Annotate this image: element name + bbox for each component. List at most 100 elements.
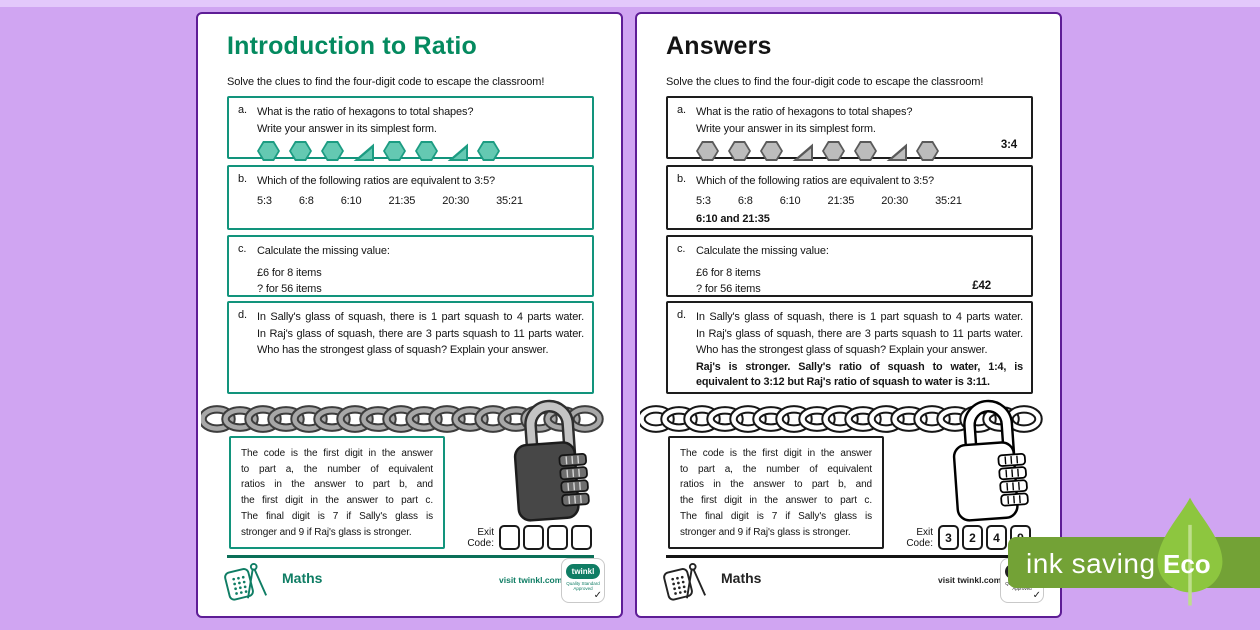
footer-subject-label: Maths xyxy=(282,570,323,586)
visit-twinkl-link[interactable]: visit twinkl.com xyxy=(938,575,1002,585)
code-instructions-box: The code is the first digit in the answe… xyxy=(229,436,445,549)
question-letter-d: d. xyxy=(238,309,247,321)
ratio-options: 5:3 6:8 6:10 21:35 20:30 35:21 xyxy=(696,192,1021,210)
question-letter-b: b. xyxy=(238,173,247,185)
hexagon-shape xyxy=(760,141,783,161)
hexagon-shape xyxy=(415,141,438,161)
ratio-option: 6:8 xyxy=(298,194,314,207)
code-instruction-line: The final digit is 7 if Sally's glass is xyxy=(241,510,433,522)
worksheet-page: Introduction to Ratio Solve the clues to… xyxy=(196,12,623,618)
question-c-line2: ? for 56 items xyxy=(696,283,761,295)
shapes-row xyxy=(696,141,1021,161)
question-letter-b: b. xyxy=(677,173,686,185)
code-instruction-line: the first digit in the answer to part c. xyxy=(680,495,872,507)
question-c-line1: £6 for 8 items xyxy=(257,266,322,279)
ink-saving-label: ink saving xyxy=(1026,548,1156,579)
page-subtitle: Solve the clues to find the four-digit c… xyxy=(666,76,984,88)
question-d-line3: Who has the strongest glass of squash? E… xyxy=(696,344,988,356)
visit-twinkl-link[interactable]: visit twinkl.com xyxy=(499,575,563,585)
code-instruction-line: stronger and 9 if Raj's glass is stronge… xyxy=(680,526,851,538)
code-instruction-line: The code is the first digit in the answe… xyxy=(241,448,433,459)
ratio-option: 35:21 xyxy=(935,194,962,207)
question-box-d: d. In Sally's glass of squash, there is … xyxy=(227,301,594,394)
exit-code-box-1[interactable] xyxy=(499,525,520,550)
twinkl-logo-badge: twinkl Quality Standard Approved ✓ xyxy=(561,558,605,603)
hexagon-shape xyxy=(916,141,939,161)
triangle-shape xyxy=(886,143,907,161)
check-icon: ✓ xyxy=(593,590,602,601)
twinkl-logo-subtext: Quality Standard Approved xyxy=(566,581,600,591)
page-subtitle: Solve the clues to find the four-digit c… xyxy=(227,76,545,88)
exit-code-box-2[interactable] xyxy=(523,525,544,550)
ratio-option: 5:3 xyxy=(257,194,272,207)
hexagon-shape xyxy=(728,141,751,161)
answers-page: Answers Solve the clues to find the four… xyxy=(635,12,1062,618)
check-icon: ✓ xyxy=(1032,590,1041,601)
exit-code-digit-1: 3 xyxy=(938,525,959,550)
code-instruction-line: to part a, the number of equivalent xyxy=(241,463,433,475)
page-title: Introduction to Ratio xyxy=(227,32,477,60)
ratio-option: 21:35 xyxy=(388,194,416,207)
maths-subject-icon xyxy=(223,562,273,609)
shapes-row xyxy=(257,141,582,161)
footer-divider xyxy=(227,555,594,558)
ratio-options: 5:3 6:8 6:10 21:35 20:30 35:21 xyxy=(257,192,582,210)
ratio-option: 5:3 xyxy=(696,194,711,207)
exit-code-box-4[interactable] xyxy=(571,525,592,550)
hexagon-shape xyxy=(321,141,344,161)
hexagon-shape xyxy=(289,141,312,161)
question-d-line1: In Sally's glass of squash, there is 1 p… xyxy=(257,311,584,323)
hexagon-shape xyxy=(696,141,719,161)
question-box-c: c. Calculate the missing value: £6 for 8… xyxy=(227,235,594,297)
answer-c: £42 xyxy=(972,280,991,292)
ratio-option: 6:8 xyxy=(737,194,753,207)
code-instruction-line: The code is the first digit in the answe… xyxy=(680,448,872,459)
question-box-a: a. What is the ratio of hexagons to tota… xyxy=(666,96,1033,161)
exit-code-box-3[interactable] xyxy=(547,525,568,550)
question-box-a: a. What is the ratio of hexagons to tota… xyxy=(227,96,594,161)
question-d-line2: In Raj's glass of squash, there are 3 pa… xyxy=(257,327,584,340)
code-instruction-line: ratios in the answer to part b, and xyxy=(241,479,433,491)
question-letter-c: c. xyxy=(677,243,686,255)
eco-leaf-icon xyxy=(1146,495,1234,614)
question-c-line1: £6 for 8 items xyxy=(696,266,761,279)
triangle-shape xyxy=(353,143,374,161)
triangle-shape xyxy=(447,143,468,161)
question-letter-a: a. xyxy=(238,104,247,116)
code-instruction-line: stronger and 9 if Raj's glass is stronge… xyxy=(241,526,412,538)
exit-code-label: Exit Code: xyxy=(467,527,494,549)
triangle-shape xyxy=(792,143,813,161)
padlock-icon xyxy=(943,380,1041,530)
question-c-text: Calculate the missing value: xyxy=(696,245,829,257)
footer-subject-label: Maths xyxy=(721,570,762,586)
hexagon-shape xyxy=(477,141,500,161)
code-instruction-line: the first digit in the answer to part c. xyxy=(241,495,433,507)
eco-label: Eco xyxy=(1163,549,1211,579)
ratio-option: 35:21 xyxy=(496,194,523,207)
exit-code-boxes xyxy=(499,525,592,550)
question-a-line2: Write your answer in its simplest form. xyxy=(696,122,876,135)
question-box-b: b. Which of the following ratios are equ… xyxy=(227,165,594,230)
ratio-option: 6:10 xyxy=(340,194,362,207)
twinkl-logo: twinkl xyxy=(566,564,600,579)
question-letter-c: c. xyxy=(238,243,247,255)
question-a-line2: Write your answer in its simplest form. xyxy=(257,122,437,135)
exit-code-digit-2: 2 xyxy=(962,525,983,550)
question-a-line1: What is the ratio of hexagons to total s… xyxy=(696,106,913,118)
question-d-line3: Who has the strongest glass of squash? E… xyxy=(257,344,549,356)
ratio-option: 6:10 xyxy=(779,194,801,207)
question-a-line1: What is the ratio of hexagons to total s… xyxy=(257,106,474,118)
hexagon-shape xyxy=(822,141,845,161)
ratio-option: 20:30 xyxy=(881,194,909,207)
code-instruction-line: The final digit is 7 if Sally's glass is xyxy=(680,510,872,522)
question-d-line2: In Raj's glass of squash, there are 3 pa… xyxy=(696,327,1023,340)
question-c-text: Calculate the missing value: xyxy=(257,245,390,257)
hexagon-shape xyxy=(854,141,877,161)
ratio-option: 20:30 xyxy=(442,194,470,207)
question-b-text: Which of the following ratios are equiva… xyxy=(257,175,496,187)
question-box-c: c. Calculate the missing value: £6 for 8… xyxy=(666,235,1033,297)
code-instruction-line: ratios in the answer to part b, and xyxy=(680,479,872,491)
question-d-line1: In Sally's glass of squash, there is 1 p… xyxy=(696,311,1023,323)
code-instruction-line: to part a, the number of equivalent xyxy=(680,463,872,475)
